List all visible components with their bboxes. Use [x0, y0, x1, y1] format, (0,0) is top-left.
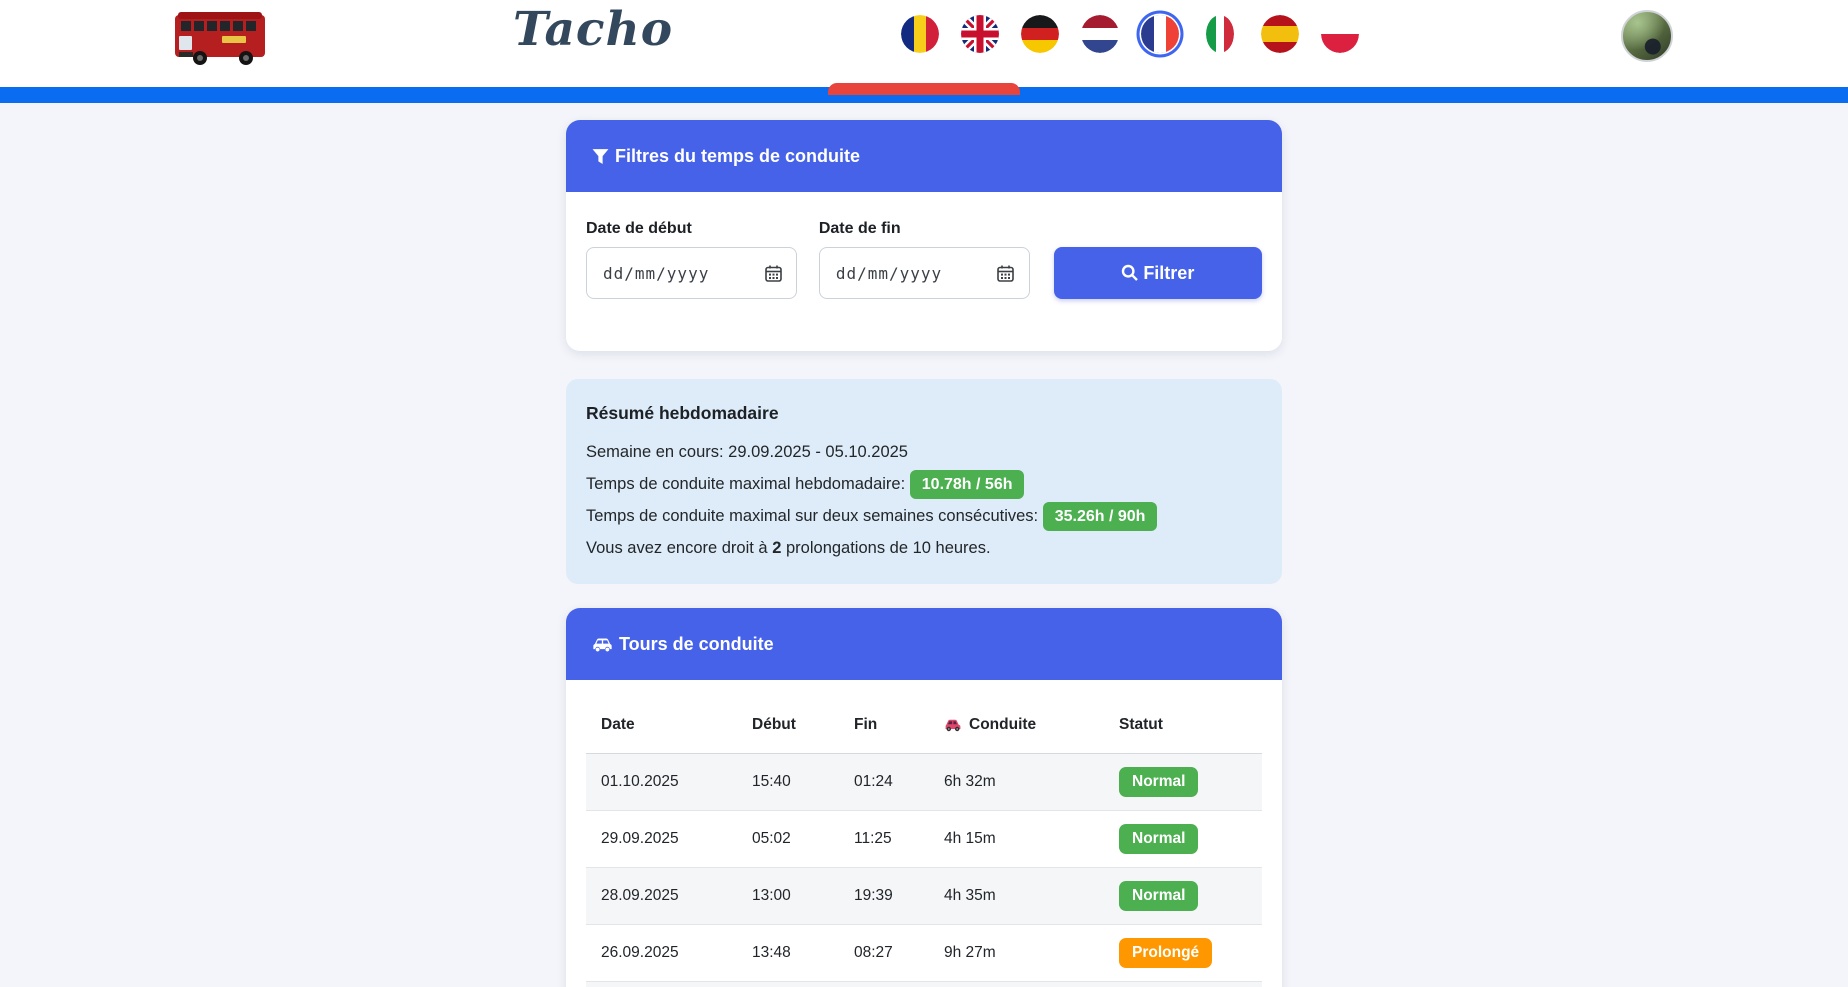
two-week-max-badge: 35.26h / 90h [1042, 502, 1158, 531]
cell-start: 05:02 [752, 830, 791, 847]
cell-date: 28.09.2025 [601, 887, 679, 904]
table-header-row: Date Début Fin Conduite Statut [586, 696, 1262, 754]
app-header: Tacho [0, 0, 1848, 87]
col-driving: Conduite [944, 716, 1119, 734]
cell-end: 01:24 [854, 773, 893, 790]
extensions-count: 2 [772, 539, 782, 557]
trips-card: Tours de conduite Date Début Fin Conduit… [566, 608, 1282, 987]
nav-bar [0, 83, 1848, 103]
cell-start: 13:48 [752, 944, 791, 961]
filter-card: Filtres du temps de conduite Date de déb… [566, 120, 1282, 351]
start-date-field: Date de début dd/mm/yyyy [586, 220, 797, 299]
weekly-max-label: Temps de conduite maximal hebdomadaire: [586, 475, 906, 493]
start-date-label: Date de début [586, 220, 692, 237]
flag-poland-icon[interactable] [1321, 15, 1359, 53]
trips-table: Date Début Fin Conduite Statut 01.10.202 [566, 680, 1282, 987]
cell-date: 01.10.2025 [601, 773, 679, 790]
end-date-label: Date de fin [818, 220, 901, 237]
active-tab-indicator[interactable] [828, 83, 1020, 95]
status-badge: Normal [1119, 767, 1199, 797]
cell-driving: 9h 27m [944, 944, 996, 961]
end-date-placeholder: dd/mm/yyyy [835, 263, 943, 283]
col-end: Fin [854, 715, 878, 733]
extensions-prefix: Vous avez encore droit à [586, 539, 768, 557]
weekly-max-line: Temps de conduite maximal hebdomadaire: … [586, 468, 1262, 500]
language-switcher [901, 15, 1359, 53]
extensions-line: Vous avez encore droit à 2 prolongations… [586, 532, 1262, 564]
start-date-input[interactable]: dd/mm/yyyy [586, 247, 797, 299]
filter-card-title: Filtres du temps de conduite [615, 145, 861, 166]
col-date: Date [601, 715, 635, 733]
end-date-field: Date de fin dd/mm/yyyy [818, 220, 1030, 299]
table-row: 29.09.2025 05:02 11:25 4h 15m Normal [586, 811, 1262, 868]
table-row: 28.09.2025 13:00 19:39 4h 35m Normal [586, 868, 1262, 925]
flag-uk-icon[interactable] [961, 15, 999, 53]
two-week-max-label: Temps de conduite maximal sur deux semai… [586, 507, 1039, 525]
start-date-placeholder: dd/mm/yyyy [603, 263, 710, 283]
cell-driving: 4h 35m [944, 887, 996, 904]
status-badge: Prolongé [1119, 938, 1213, 968]
table-row: 01.10.2025 15:40 01:24 6h 32m Normal [586, 754, 1262, 811]
filter-funnel-icon [592, 148, 609, 164]
flag-netherlands-icon[interactable] [1081, 15, 1119, 53]
end-date-calendar-icon[interactable] [995, 262, 1017, 284]
cell-driving: 6h 32m [944, 773, 996, 790]
flag-france-icon[interactable] [1141, 15, 1179, 53]
filter-card-body: Date de début dd/mm/yyyy [566, 192, 1282, 351]
weekly-max-badge: 10.78h / 56h [909, 470, 1025, 499]
cell-date: 29.09.2025 [601, 830, 679, 847]
car-icon [593, 637, 612, 651]
col-status: Statut [1119, 715, 1163, 733]
bus-logo-icon[interactable] [170, 9, 270, 66]
main-content: Filtres du temps de conduite Date de déb… [566, 103, 1282, 987]
trips-card-header: Tours de conduite [566, 608, 1282, 680]
red-car-emoji-icon [945, 719, 961, 731]
flag-italy-icon[interactable] [1206, 15, 1234, 53]
cell-start: 13:00 [752, 887, 791, 904]
filter-button-label: Filtrer [1143, 262, 1195, 283]
start-date-calendar-icon[interactable] [762, 262, 784, 284]
summary-title: Résumé hebdomadaire [586, 403, 779, 423]
table-row: 26.09.2025 13:48 08:27 9h 27m Prolongé [586, 925, 1262, 982]
flag-romania-icon[interactable] [901, 15, 939, 53]
current-week-line: Semaine en cours: 29.09.2025 - 05.10.202… [586, 443, 908, 461]
app-title: Tacho [513, 2, 674, 57]
cell-driving: 4h 15m [944, 830, 996, 847]
cell-start: 15:40 [752, 773, 791, 790]
filter-card-header: Filtres du temps de conduite [566, 120, 1282, 192]
status-badge: Normal [1119, 824, 1199, 854]
two-week-max-line: Temps de conduite maximal sur deux semai… [586, 500, 1262, 532]
cell-end: 11:25 [854, 830, 892, 847]
col-start: Début [752, 715, 796, 733]
search-icon [1122, 264, 1139, 281]
flag-germany-icon[interactable] [1021, 15, 1059, 53]
trips-card-title: Tours de conduite [619, 633, 774, 654]
cell-end: 08:27 [854, 944, 893, 961]
weekly-summary-card: Résumé hebdomadaire Semaine en cours: 29… [566, 379, 1282, 584]
filter-button[interactable]: Filtrer [1053, 247, 1262, 299]
table-row-partial [586, 982, 1262, 987]
flag-spain-icon[interactable] [1261, 15, 1299, 53]
status-badge: Normal [1119, 881, 1199, 911]
cell-end: 19:39 [854, 887, 893, 904]
extensions-suffix: prolongations de 10 heures. [786, 539, 991, 557]
cell-date: 26.09.2025 [601, 944, 679, 961]
end-date-input[interactable]: dd/mm/yyyy [818, 247, 1030, 299]
col-driving-label: Conduite [969, 715, 1037, 733]
user-avatar[interactable] [1621, 10, 1673, 62]
